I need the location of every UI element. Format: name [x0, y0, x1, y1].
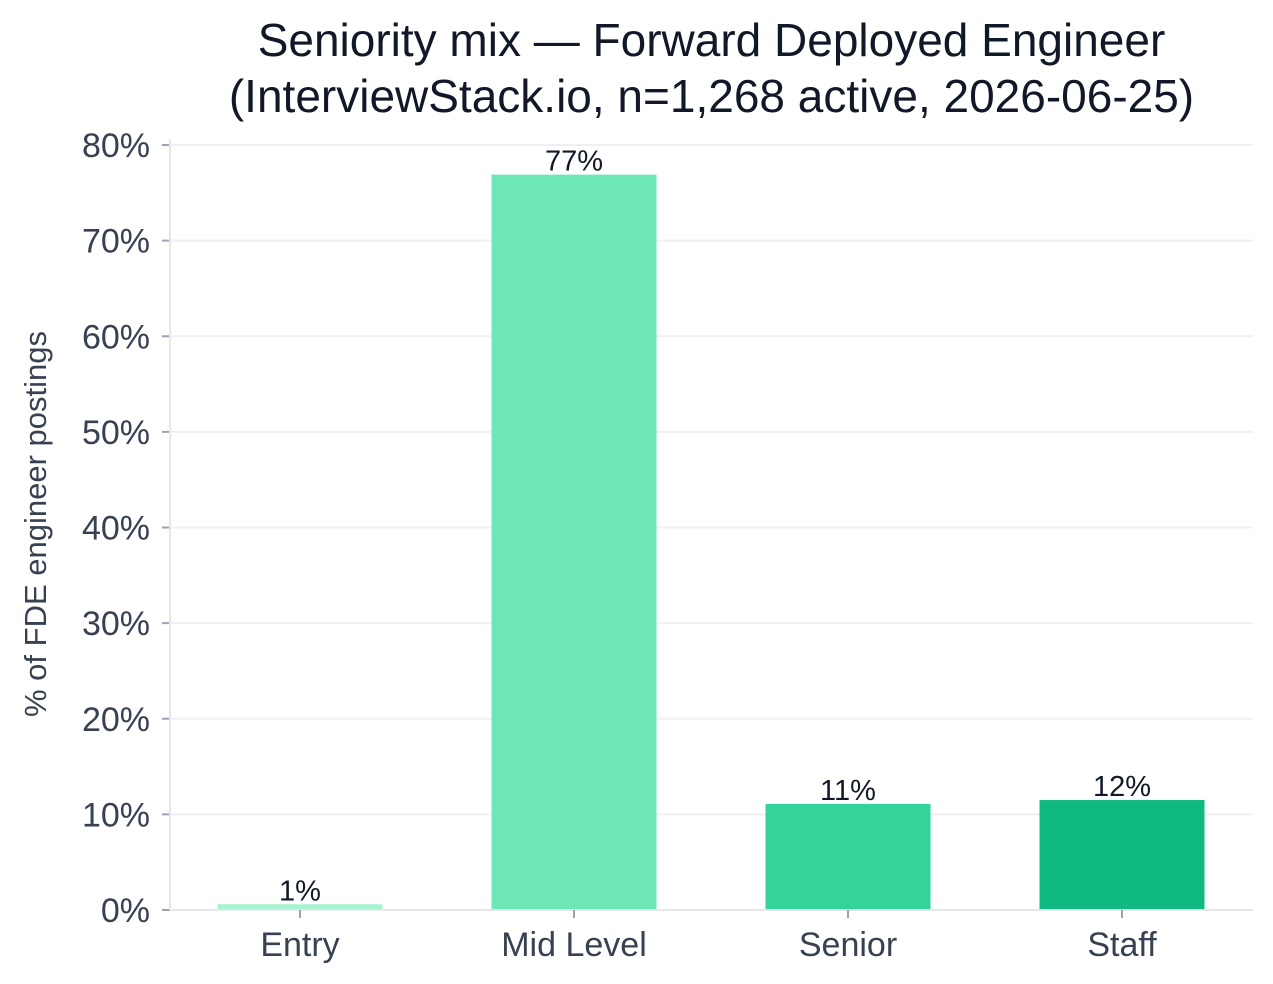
bar: [217, 904, 383, 909]
y-tick-label: 20%: [82, 701, 150, 739]
x-tick-label: Senior: [799, 926, 897, 964]
chart-title: Seniority mix — Forward Deployed Enginee…: [150, 12, 1273, 124]
bar: [765, 803, 931, 909]
data-labels: 1% 77% 11% 12%: [279, 146, 1151, 908]
data-label: 77%: [545, 146, 603, 178]
axes: 0% 10% 20% 30% 40% 50% 60% 70% 80% Entry Mid Level…: [82, 127, 1253, 964]
chart-title-line-2: (InterviewStack.io, n=1,268 active, 2026…: [228, 70, 1195, 122]
data-label: 1%: [279, 875, 321, 907]
bar: [1039, 800, 1205, 909]
y-axis-label: % of FDE engineer postings: [18, 331, 53, 717]
x-tick-label: Entry: [260, 926, 339, 964]
data-label: 11%: [820, 775, 876, 807]
x-tick-label: Mid Level: [501, 926, 647, 964]
y-tick-label: 50%: [82, 414, 150, 452]
y-tick-label: 70%: [82, 223, 150, 261]
y-tick-label: 60%: [82, 318, 150, 356]
bar: [491, 174, 657, 910]
y-tick-label: 40%: [82, 510, 150, 548]
data-label: 12%: [1093, 771, 1151, 803]
gridlines: [170, 144, 1253, 816]
y-tick-label: 80%: [82, 127, 150, 165]
y-tick-label: 0%: [101, 892, 150, 930]
y-tick-label: 30%: [82, 605, 150, 643]
y-tick-label: 10%: [82, 796, 150, 834]
bars: [217, 174, 1205, 910]
x-tick-label: Staff: [1087, 926, 1157, 964]
chart-title-line-1: Seniority mix — Forward Deployed Enginee…: [257, 14, 1166, 66]
